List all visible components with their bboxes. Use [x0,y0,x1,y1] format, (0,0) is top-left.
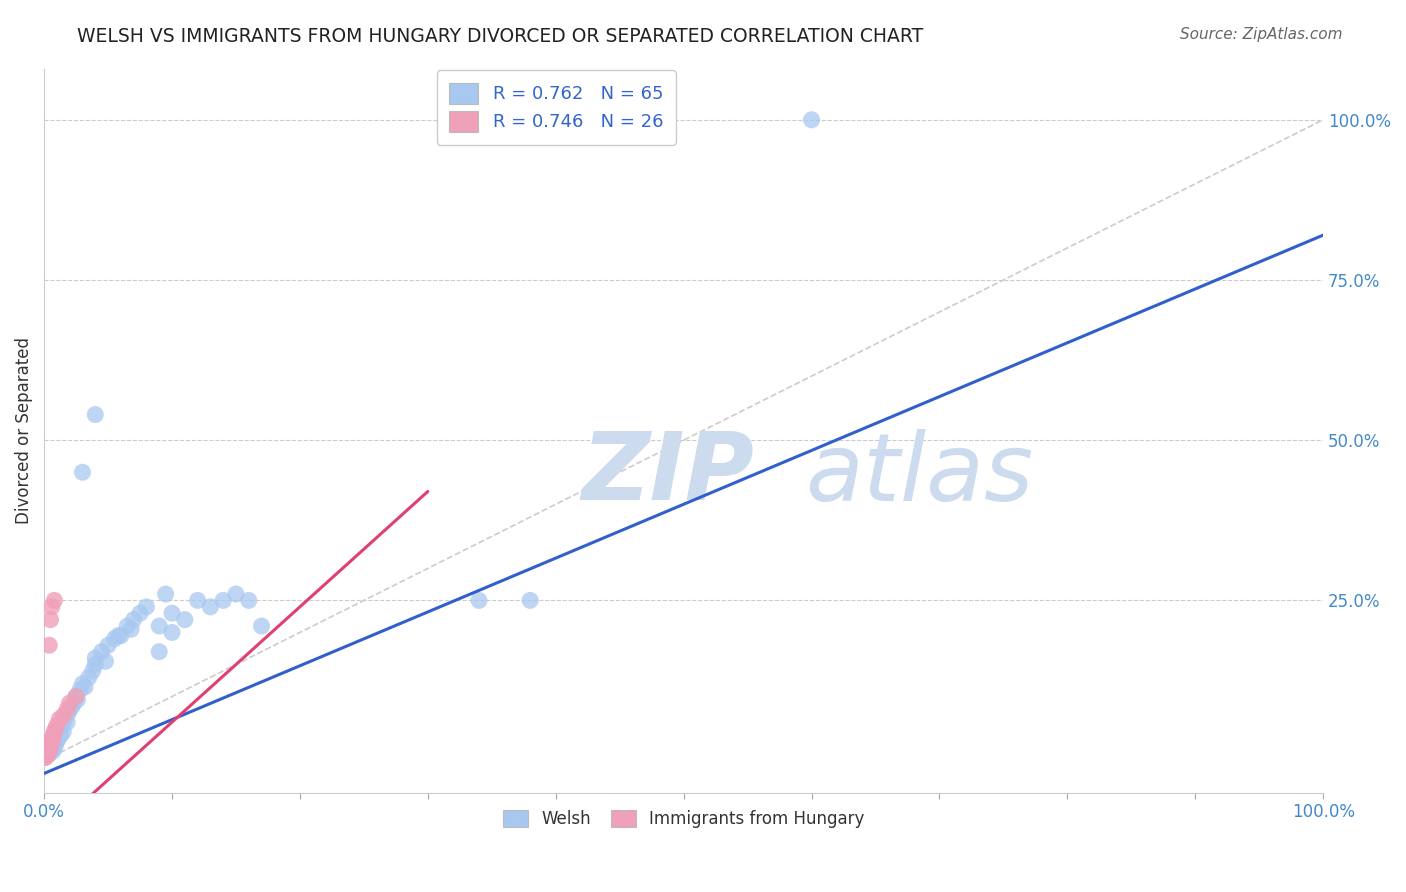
Point [42,744,65,758]
Point [55,708,77,723]
Point [107,629,129,643]
Point [37,744,59,758]
Point [45,718,67,732]
Point [34,750,56,764]
Point [90,645,112,659]
Point [38,638,60,652]
Point [48,712,70,726]
Text: ZIP: ZIP [581,428,754,520]
Point [39,734,62,748]
Point [45,738,67,752]
Text: WELSH VS IMMIGRANTS FROM HUNGARY DIVORCED OR SEPARATED CORRELATION CHART: WELSH VS IMMIGRANTS FROM HUNGARY DIVORCE… [77,27,924,45]
Point [97,638,120,652]
Text: Source: ZipAtlas.com: Source: ZipAtlas.com [1180,27,1343,42]
Point [41,736,63,750]
Point [56,715,79,730]
Point [38,744,60,758]
Text: atlas: atlas [806,428,1033,519]
Point [60,699,83,714]
Point [77,670,100,684]
Point [72,676,94,690]
Point [187,593,209,607]
Point [468,593,491,607]
Point [38,738,60,752]
Point [39,734,62,748]
Point [519,593,541,607]
Point [84,651,107,665]
Point [148,619,170,633]
Point [37,747,59,762]
Point [41,739,63,754]
Point [46,731,69,746]
Point [120,622,142,636]
Point [52,708,75,723]
Point [94,654,117,668]
Point [110,629,132,643]
Point [65,690,87,704]
Point [135,599,157,614]
Point [225,587,247,601]
Point [42,728,65,742]
Point [84,657,107,672]
Point [173,613,195,627]
Point [44,593,66,607]
Point [35,748,58,763]
Point [212,593,235,607]
Point [52,715,75,730]
Point [39,613,62,627]
Point [45,724,67,739]
Point [45,722,67,736]
Point [39,742,62,756]
Point [103,632,125,646]
Point [122,613,145,627]
Point [200,599,222,614]
Point [59,696,82,710]
Point [62,696,84,710]
Point [44,740,66,755]
Point [72,465,94,479]
Point [155,587,177,601]
Point [73,680,96,694]
Point [41,736,63,750]
Point [148,645,170,659]
Point [48,722,70,736]
Point [82,664,104,678]
Point [35,746,58,760]
Point [250,619,273,633]
Point [34,750,56,764]
Point [59,702,82,716]
Point [65,690,87,704]
Point [66,692,89,706]
Point [238,593,260,607]
Point [37,742,59,756]
Point [38,747,60,762]
Point [35,740,58,755]
Point [160,606,183,620]
Point [38,738,60,752]
Point [69,683,91,698]
Point [42,731,65,746]
Point [129,606,152,620]
Point [52,724,75,739]
Point [45,734,67,748]
Point [42,731,65,746]
Point [84,408,107,422]
Point [800,112,823,127]
Point [51,718,73,732]
Point [58,706,80,720]
Point [44,728,66,742]
Point [44,724,66,739]
Point [117,619,139,633]
Point [49,728,72,742]
Point [39,740,62,755]
Y-axis label: Divorced or Separated: Divorced or Separated [15,337,32,524]
Legend: Welsh, Immigrants from Hungary: Welsh, Immigrants from Hungary [496,804,872,835]
Point [56,702,79,716]
Point [41,599,63,614]
Point [53,712,76,726]
Point [160,625,183,640]
Point [35,747,58,762]
